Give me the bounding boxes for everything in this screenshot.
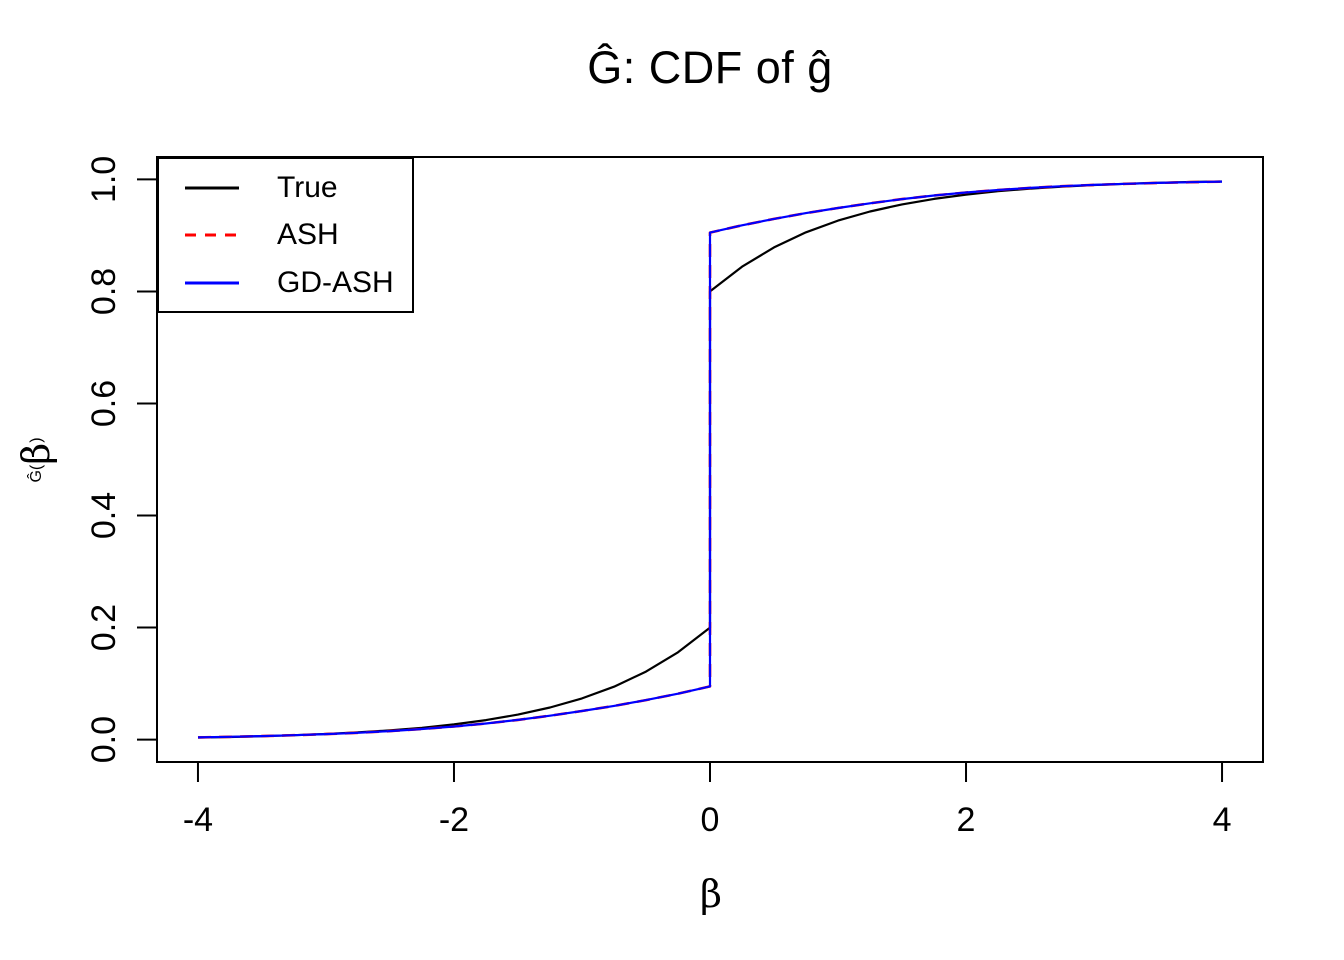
- curves-layer: [197, 180, 1223, 739]
- legend-label-ash: ASH: [277, 218, 339, 251]
- gd-ash-line-icon: [185, 281, 239, 284]
- y-axis-label: Ĝ(β): [14, 437, 58, 482]
- legend-label-true: True: [277, 170, 338, 204]
- legend-label-gd-ash: GD-ASH: [277, 265, 394, 299]
- legend-item-ash: ASH: [159, 216, 412, 254]
- y-tick-label: 0.2: [85, 604, 123, 651]
- x-tick-label: -2: [439, 801, 469, 839]
- y-tick-label: 0.8: [85, 268, 123, 315]
- x-tick-label: 2: [957, 801, 976, 839]
- chart-title: Ĝ: CDF of ĝ: [587, 42, 833, 93]
- legend: True ASH GD-ASH: [157, 157, 414, 313]
- axis-ticks-layer: -4 -2 0 2 4 0.0 0.2 0.4 0.6 0.8 1.0: [85, 156, 1231, 839]
- y-axis-label-suffix: ): [28, 437, 45, 442]
- y-tick-label: 0.4: [85, 492, 123, 539]
- legend-item-true: True: [159, 169, 412, 207]
- y-tick-label: 0.0: [85, 716, 123, 763]
- y-axis-label-prefix: Ĝ(: [26, 464, 45, 482]
- x-tick-label: 4: [1213, 801, 1232, 839]
- x-tick-label: 0: [701, 801, 720, 839]
- ash-line-icon: [185, 233, 239, 237]
- y-tick-label: 1.0: [85, 156, 123, 203]
- x-axis-label: β: [700, 872, 722, 916]
- legend-item-gd-ash: GD-ASH: [159, 264, 412, 302]
- y-axis-label-beta: β: [14, 443, 58, 465]
- curve-gd-ash: [197, 180, 1223, 739]
- y-tick-label: 0.6: [85, 380, 123, 427]
- x-tick-label: -4: [183, 801, 213, 839]
- true-line-icon: [185, 186, 239, 189]
